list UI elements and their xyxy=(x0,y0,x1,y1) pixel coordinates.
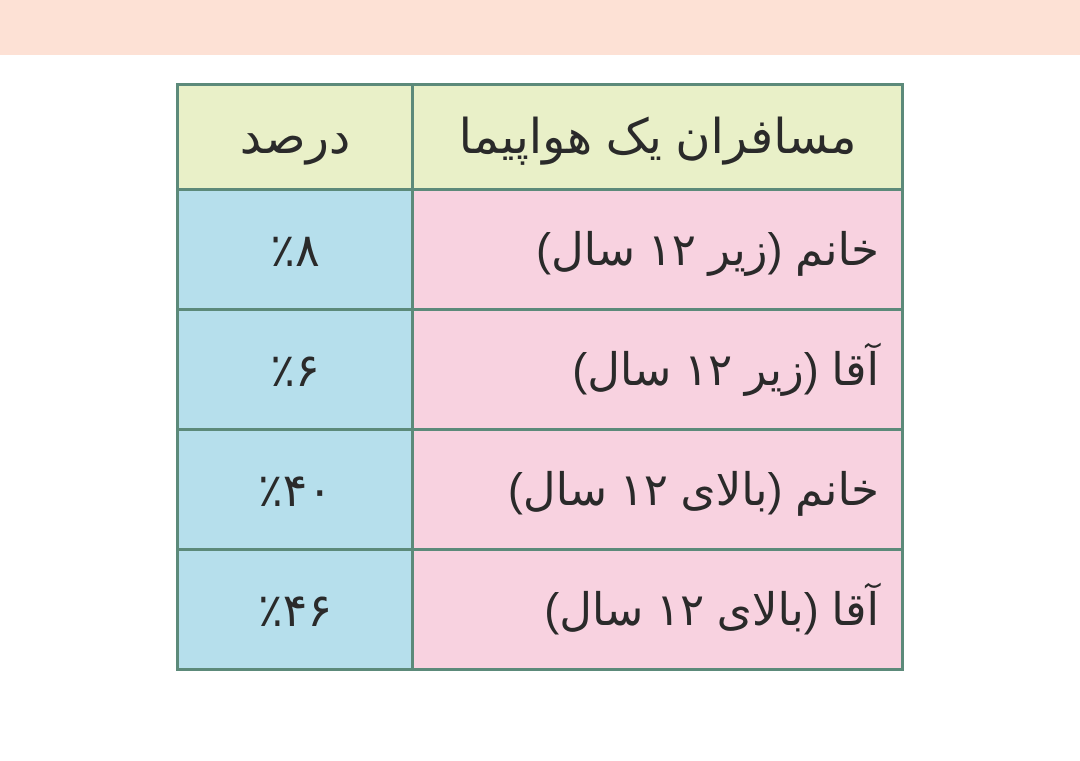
cell-category: خانم (بالای ۱۲ سال) xyxy=(413,430,903,550)
cell-percent: ٪۴۰ xyxy=(178,430,413,550)
header-percent: درصد xyxy=(178,85,413,190)
table-row: خانم (زیر ۱۲ سال) ٪۸ xyxy=(178,190,903,310)
header-category: مسافران یک هواپیما xyxy=(413,85,903,190)
top-accent-band xyxy=(0,0,1080,55)
cell-category: آقا (بالای ۱۲ سال) xyxy=(413,550,903,670)
cell-percent: ٪۸ xyxy=(178,190,413,310)
table-header-row: مسافران یک هواپیما درصد xyxy=(178,85,903,190)
table-row: خانم (بالای ۱۲ سال) ٪۴۰ xyxy=(178,430,903,550)
passengers-table: مسافران یک هواپیما درصد خانم (زیر ۱۲ سال… xyxy=(176,83,904,671)
table-row: آقا (زیر ۱۲ سال) ٪۶ xyxy=(178,310,903,430)
cell-percent: ٪۶ xyxy=(178,310,413,430)
table-row: آقا (بالای ۱۲ سال) ٪۴۶ xyxy=(178,550,903,670)
cell-category: خانم (زیر ۱۲ سال) xyxy=(413,190,903,310)
table-container: مسافران یک هواپیما درصد خانم (زیر ۱۲ سال… xyxy=(0,55,1080,671)
cell-percent: ٪۴۶ xyxy=(178,550,413,670)
cell-category: آقا (زیر ۱۲ سال) xyxy=(413,310,903,430)
